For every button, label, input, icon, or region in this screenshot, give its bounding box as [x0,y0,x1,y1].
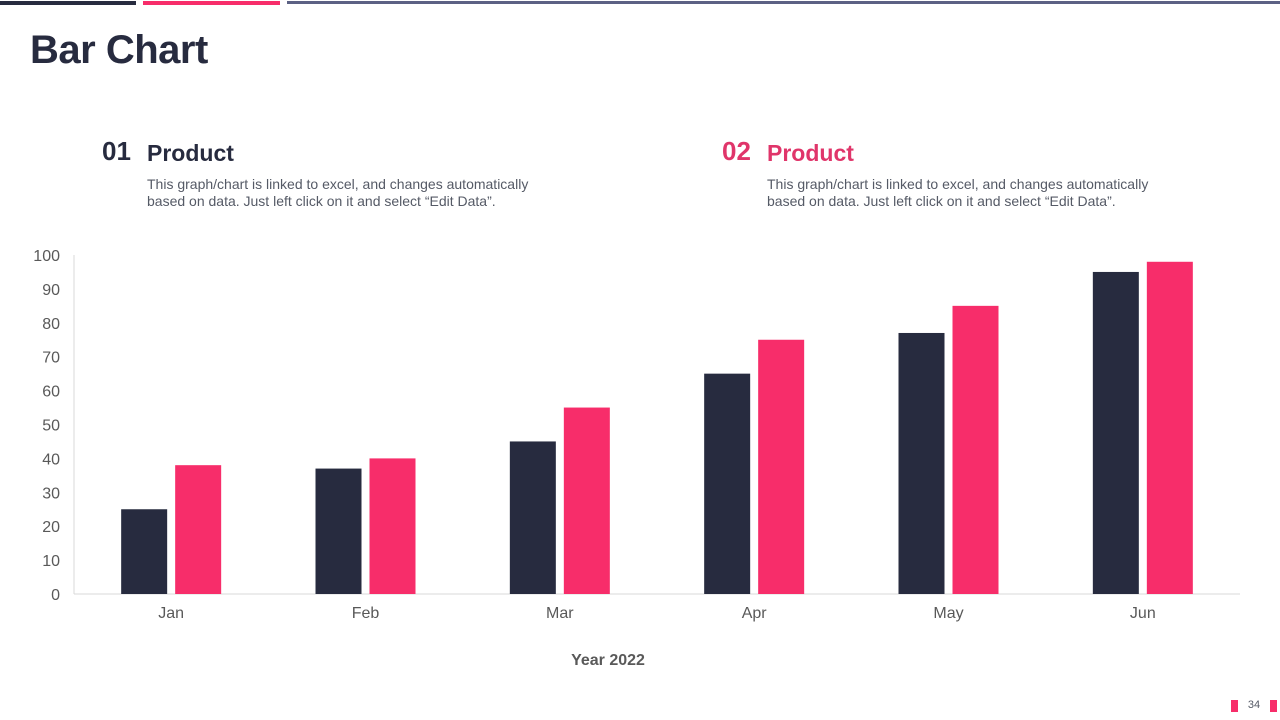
bar-apr-series-1 [704,373,751,594]
bar-may-series-1 [898,332,945,594]
page-number-left-mark [1231,700,1238,712]
y-tick-label: 10 [42,553,60,570]
x-tick-label: Jun [1130,605,1156,622]
bar-chart: 0 10 20 30 40 50 60 70 80 90 100 Jan Feb Mar Apr May Jun… [33,248,1240,669]
bar-mar-series-2 [563,407,610,594]
bar-jan-series-2 [175,465,222,594]
x-tick-label: Mar [546,605,574,622]
y-tick-label: 20 [42,519,60,536]
y-tick-label: 30 [42,485,60,502]
y-tick-label: 80 [42,316,60,333]
bar-feb-series-2 [369,458,416,594]
product-name: Product [147,140,234,166]
bar-jun-series-2 [1146,261,1193,594]
x-tick-label: Apr [742,605,768,622]
y-tick-label: 50 [42,418,60,435]
product-number: 02 [722,136,751,166]
page-title: Bar Chart [30,28,208,72]
bar-mar-series-1 [509,441,556,594]
page-number: 34 [1247,699,1261,711]
y-tick-label: 90 [42,282,60,299]
x-tick-label: Feb [352,605,380,622]
top-accent-bar-dark [0,1,136,5]
y-tick-label: 100 [33,248,60,265]
product-description: This graph/chart is linked to excel, and… [147,176,529,209]
product-name: Product [767,140,854,166]
x-tick-label: Jan [158,605,184,622]
top-accent-bar-pink [143,1,280,5]
y-tick-label: 0 [51,587,60,604]
y-tick-label: 60 [42,384,60,401]
bar-may-series-2 [952,305,999,594]
x-axis-title: Year 2022 [571,652,645,669]
bar-jan-series-1 [121,509,168,594]
page-number-badge: 34 [1231,698,1277,714]
product-description: This graph/chart is linked to excel, and… [767,176,1149,209]
y-tick-label: 70 [42,350,60,367]
top-accent-bar-slate [287,1,1280,4]
y-tick-label: 40 [42,451,60,468]
x-tick-label: May [933,605,963,622]
product-number: 01 [102,136,131,166]
bar-jun-series-1 [1092,271,1139,594]
bar-feb-series-1 [315,468,362,594]
page-number-right-mark [1270,700,1277,712]
bar-apr-series-2 [758,339,805,594]
